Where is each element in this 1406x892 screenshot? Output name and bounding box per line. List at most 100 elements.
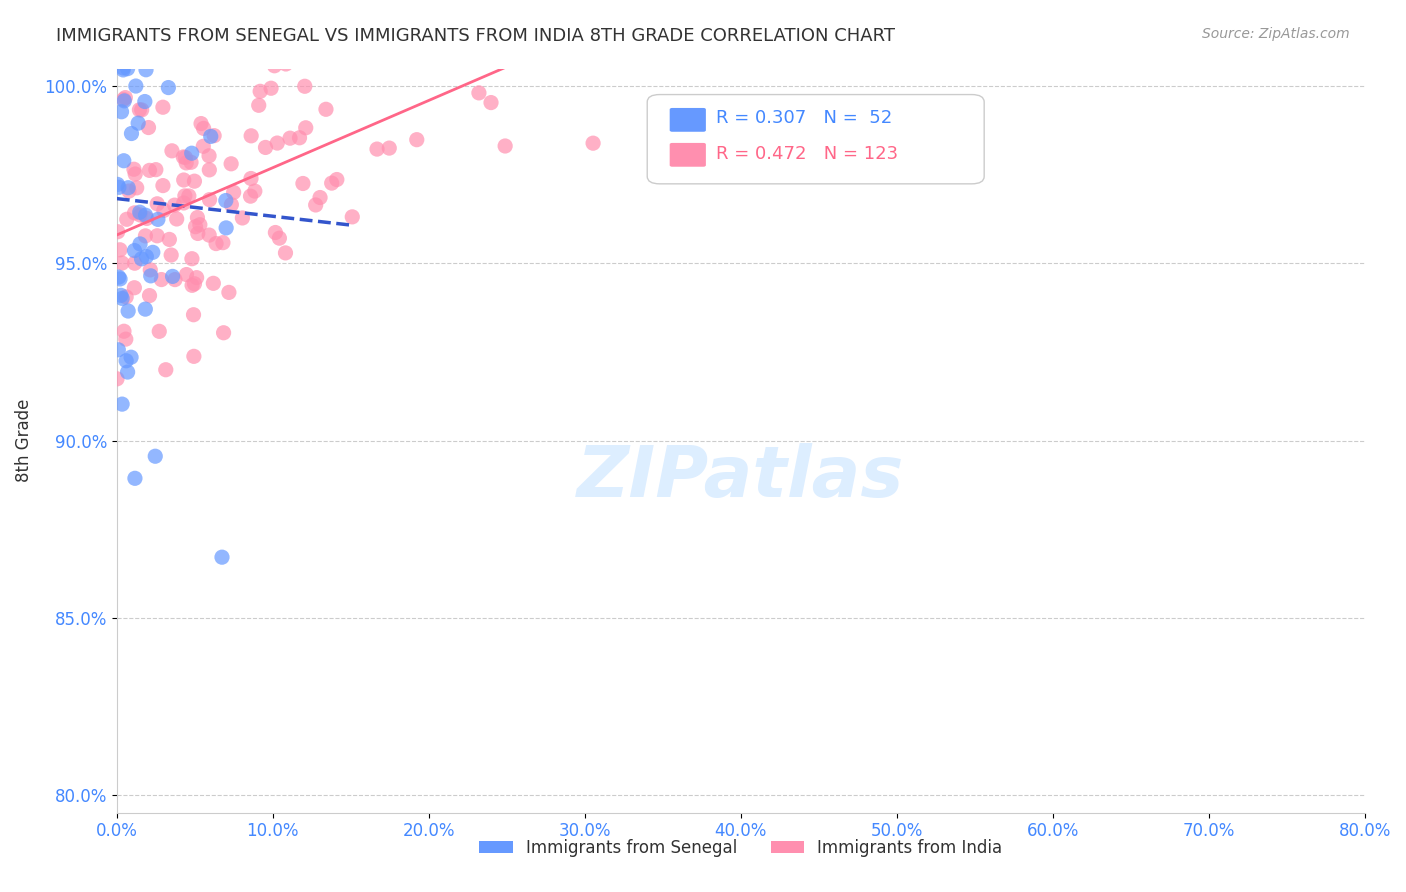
Point: [240, 128, 263, 143]
Point: [135, 211, 157, 226]
Point: [524, 44, 547, 58]
Point: [108, 243, 131, 257]
Point: [184, 219, 207, 234]
Point: [254, 140, 277, 154]
Point: [105, 372, 128, 386]
Point: [115, 353, 138, 368]
Point: [146, 228, 169, 243]
Point: [468, 86, 491, 100]
Point: [153, 203, 176, 218]
Point: [198, 162, 221, 177]
Point: [163, 44, 186, 58]
Point: [284, 44, 307, 58]
Y-axis label: 8th Grade: 8th Grade: [15, 399, 32, 483]
Point: [155, 362, 177, 376]
Point: [128, 205, 150, 219]
Point: [333, 44, 356, 58]
Point: [107, 270, 129, 285]
Point: [479, 95, 502, 110]
Point: [186, 270, 208, 285]
Point: [134, 95, 156, 109]
Point: [145, 162, 167, 177]
Point: [304, 54, 326, 69]
FancyBboxPatch shape: [647, 95, 984, 184]
Point: [157, 232, 180, 246]
Point: [112, 92, 135, 106]
Point: [124, 167, 146, 181]
Point: [181, 252, 204, 266]
Point: [205, 236, 228, 251]
Point: [247, 98, 270, 112]
Point: [198, 44, 221, 58]
Point: [461, 44, 484, 58]
Point: [288, 130, 311, 145]
Point: [114, 332, 136, 346]
Point: [181, 278, 204, 293]
Point: [212, 235, 235, 250]
Point: [117, 304, 139, 318]
Point: [294, 79, 316, 94]
Point: [110, 288, 132, 302]
Point: [134, 302, 156, 317]
Point: [124, 256, 146, 270]
Point: [174, 150, 197, 164]
Point: [315, 103, 337, 117]
Point: [129, 208, 152, 222]
Point: [111, 292, 134, 306]
Point: [198, 193, 221, 207]
Point: [111, 55, 134, 70]
Point: [202, 128, 225, 143]
Point: [117, 180, 139, 194]
Point: [326, 172, 349, 186]
Point: [307, 44, 329, 58]
Point: [215, 194, 238, 208]
Point: [246, 44, 269, 58]
Point: [240, 171, 263, 186]
Point: [146, 212, 169, 227]
Point: [249, 84, 271, 98]
Point: [107, 44, 129, 58]
Point: [193, 121, 215, 136]
Point: [378, 141, 401, 155]
Point: [124, 206, 146, 220]
Point: [187, 227, 209, 241]
Point: [231, 211, 253, 225]
Point: [124, 244, 146, 258]
Point: [169, 44, 191, 58]
Point: [215, 220, 238, 235]
Point: [494, 139, 516, 153]
FancyBboxPatch shape: [669, 108, 706, 132]
Point: [128, 103, 150, 117]
Point: [186, 211, 208, 225]
Point: [142, 245, 165, 260]
Point: [108, 272, 131, 286]
Point: [456, 44, 478, 58]
Point: [125, 181, 148, 195]
Point: [177, 189, 200, 203]
Point: [117, 62, 139, 76]
Point: [183, 349, 205, 363]
Point: [269, 231, 291, 245]
Point: [198, 149, 221, 163]
Point: [115, 212, 138, 227]
Point: [115, 290, 138, 304]
Point: [173, 196, 195, 211]
Point: [108, 180, 131, 194]
Point: [183, 174, 205, 188]
Point: [152, 44, 174, 58]
Point: [135, 250, 157, 264]
Point: [274, 246, 297, 260]
Point: [193, 139, 215, 153]
Point: [153, 44, 176, 58]
Point: [122, 162, 145, 177]
Point: [139, 263, 162, 277]
Point: [294, 120, 316, 135]
Point: [112, 94, 135, 108]
Point: [139, 268, 162, 283]
Point: [138, 288, 160, 302]
Point: [112, 153, 135, 168]
Point: [166, 211, 188, 226]
Point: [239, 189, 262, 203]
Point: [266, 136, 288, 150]
Point: [120, 350, 142, 364]
